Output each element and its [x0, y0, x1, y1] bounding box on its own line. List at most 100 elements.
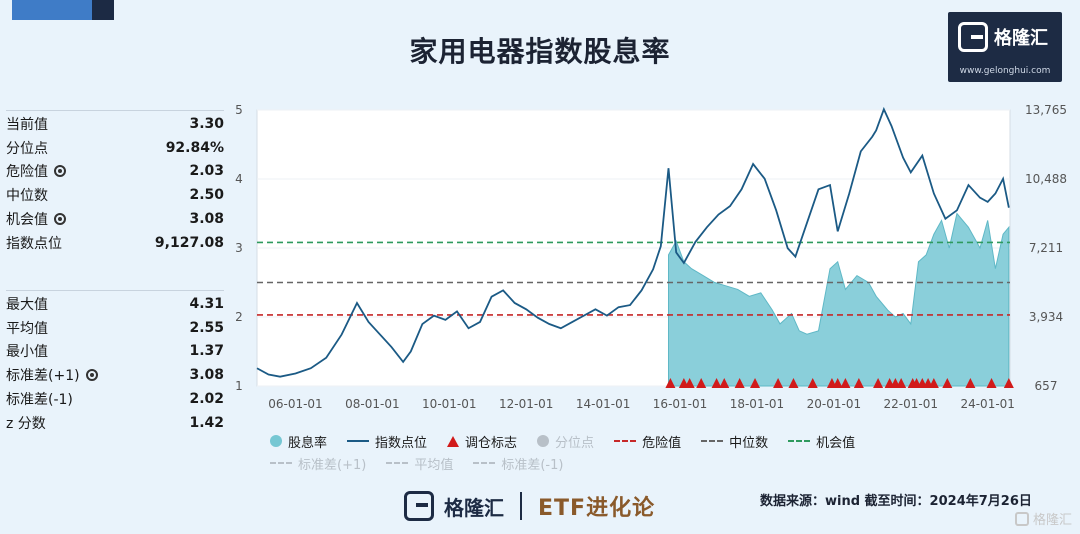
rebalance-marker — [750, 378, 761, 388]
rebalance-marker — [873, 378, 884, 388]
stat-row: 标准差(+1) 3.08 — [6, 363, 224, 387]
stat-label: 标准差(+1) — [6, 368, 80, 385]
stat-label: 危险值 — [6, 164, 48, 181]
logo-g-icon — [958, 22, 988, 52]
legend-swatch — [701, 440, 724, 442]
stat-row: 最小值 1.37 — [6, 340, 224, 364]
stat-row: 中位数 2.50 — [6, 183, 224, 207]
gear-icon[interactable] — [54, 213, 66, 226]
legend-item[interactable]: 调仓标志 — [447, 432, 517, 451]
y-left-tick-label: 3 — [235, 241, 243, 255]
legend-label: 标准差(-1) — [501, 457, 564, 473]
y-right-tick-label: 7,211 — [1029, 241, 1063, 255]
x-tick-label: 18-01-01 — [730, 397, 784, 411]
rebalance-marker — [965, 378, 976, 388]
stat-value: 2.50 — [189, 187, 224, 204]
stat-value: 4.31 — [189, 295, 224, 312]
legend-item[interactable]: 股息率 — [270, 432, 327, 451]
rebalance-marker — [840, 378, 851, 388]
stats-panel-bottom: 最大值 4.31 平均值 2.55 最小值 1.37 标准差(+1) 3.08 标准差(-1) 2… — [6, 290, 224, 435]
stat-row: 分位点 92.84% — [6, 136, 224, 160]
y-right-tick-label: 13,765 — [1025, 103, 1067, 117]
stat-label: 中位数 — [6, 188, 48, 205]
legend-swatch — [270, 435, 282, 447]
y-left-tick-label: 4 — [235, 172, 243, 186]
stat-value: 2.55 — [189, 319, 224, 336]
stat-value: 2.02 — [189, 391, 224, 408]
stat-label: 当前值 — [6, 116, 48, 133]
x-tick-label: 08-01-01 — [345, 397, 399, 411]
x-tick-label: 16-01-01 — [653, 397, 707, 411]
stat-label: z 分数 — [6, 415, 46, 432]
stat-row: 指数点位 9,127.08 — [6, 231, 224, 255]
rebalance-marker — [832, 378, 843, 388]
stat-row: 平均值 2.55 — [6, 316, 224, 340]
rebalance-marker — [928, 378, 939, 388]
footer-brand: 格隆汇 ETF进化论 — [404, 490, 655, 522]
y-left-tick-label: 1 — [235, 379, 243, 393]
x-tick-label: 10-01-01 — [422, 397, 476, 411]
watermark: 格隆汇 — [1014, 509, 1072, 528]
stat-row: 机会值 3.08 — [6, 207, 224, 231]
stat-value: 9,127.08 — [154, 234, 224, 251]
legend-item[interactable]: 机会值 — [788, 432, 855, 451]
x-tick-label: 14-01-01 — [576, 397, 630, 411]
rebalance-marker — [696, 378, 707, 388]
rebalance-marker — [896, 378, 907, 388]
legend-swatch — [447, 435, 460, 447]
legend-swatch — [386, 462, 409, 464]
y-right-tick-label: 3,934 — [1029, 310, 1063, 324]
x-tick-label: 22-01-01 — [884, 397, 938, 411]
legend-label: 分位点 — [555, 435, 595, 451]
legend-swatch — [788, 440, 811, 442]
legend-item[interactable]: 指数点位 — [347, 432, 427, 451]
chart-legend: 股息率 指数点位 调仓标志 分位点 危险值 中位数 机会值 标准差(+1) 平均值 标准差(-1… — [270, 430, 875, 474]
legend-item[interactable]: 标准差(-1) — [473, 454, 563, 473]
x-tick-label: 06-01-01 — [268, 397, 322, 411]
rebalance-marker — [665, 378, 676, 388]
legend-item[interactable]: 分位点 — [537, 432, 594, 451]
legend-item[interactable]: 中位数 — [701, 432, 768, 451]
stat-value: 92.84% — [165, 139, 224, 156]
x-tick-label: 24-01-01 — [960, 397, 1014, 411]
legend-row-2: 标准差(+1) 平均值 标准差(-1) — [270, 452, 875, 474]
stat-value: 3.30 — [189, 115, 224, 132]
stat-value: 1.37 — [189, 343, 224, 360]
legend-swatch — [347, 440, 370, 442]
legend-label: 标准差(+1) — [298, 457, 367, 473]
footer-etf-label: ETF进化论 — [538, 496, 656, 521]
page-title: 家用电器指数股息率 — [409, 35, 671, 68]
rebalance-marker — [788, 378, 799, 388]
legend-item[interactable]: 危险值 — [614, 432, 681, 451]
gear-icon[interactable] — [54, 165, 66, 178]
footer-logo-icon — [404, 491, 434, 521]
stat-label: 平均值 — [6, 320, 48, 337]
stat-label: 指数点位 — [6, 235, 62, 252]
legend-item[interactable]: 平均值 — [386, 454, 453, 473]
legend-label: 平均值 — [414, 457, 454, 473]
stat-label: 最小值 — [6, 344, 48, 361]
x-tick-label: 20-01-01 — [807, 397, 861, 411]
legend-label: 机会值 — [816, 435, 856, 451]
stat-label: 最大值 — [6, 296, 48, 313]
legend-item[interactable]: 标准差(+1) — [270, 454, 366, 473]
legend-label: 中位数 — [729, 435, 769, 451]
legend-label: 调仓标志 — [465, 435, 518, 451]
legend-label: 指数点位 — [375, 435, 428, 451]
stat-label: 标准差(-1) — [6, 392, 73, 409]
rebalance-marker — [734, 378, 745, 388]
y-left-tick-label: 5 — [235, 103, 243, 117]
stat-value: 3.08 — [189, 367, 224, 384]
rebalance-marker — [684, 378, 695, 388]
y-right-tick-label: 657 — [1035, 379, 1058, 393]
index-line — [256, 106, 1010, 378]
stat-label: 分位点 — [6, 140, 48, 157]
rebalance-marker — [773, 378, 784, 388]
rebalance-marker — [719, 378, 730, 388]
rebalance-marker — [1003, 378, 1014, 388]
footer-brand-name: 格隆汇 — [444, 495, 504, 520]
gear-icon[interactable] — [85, 369, 98, 382]
legend-swatch — [473, 462, 496, 464]
rebalance-marker — [807, 378, 818, 388]
